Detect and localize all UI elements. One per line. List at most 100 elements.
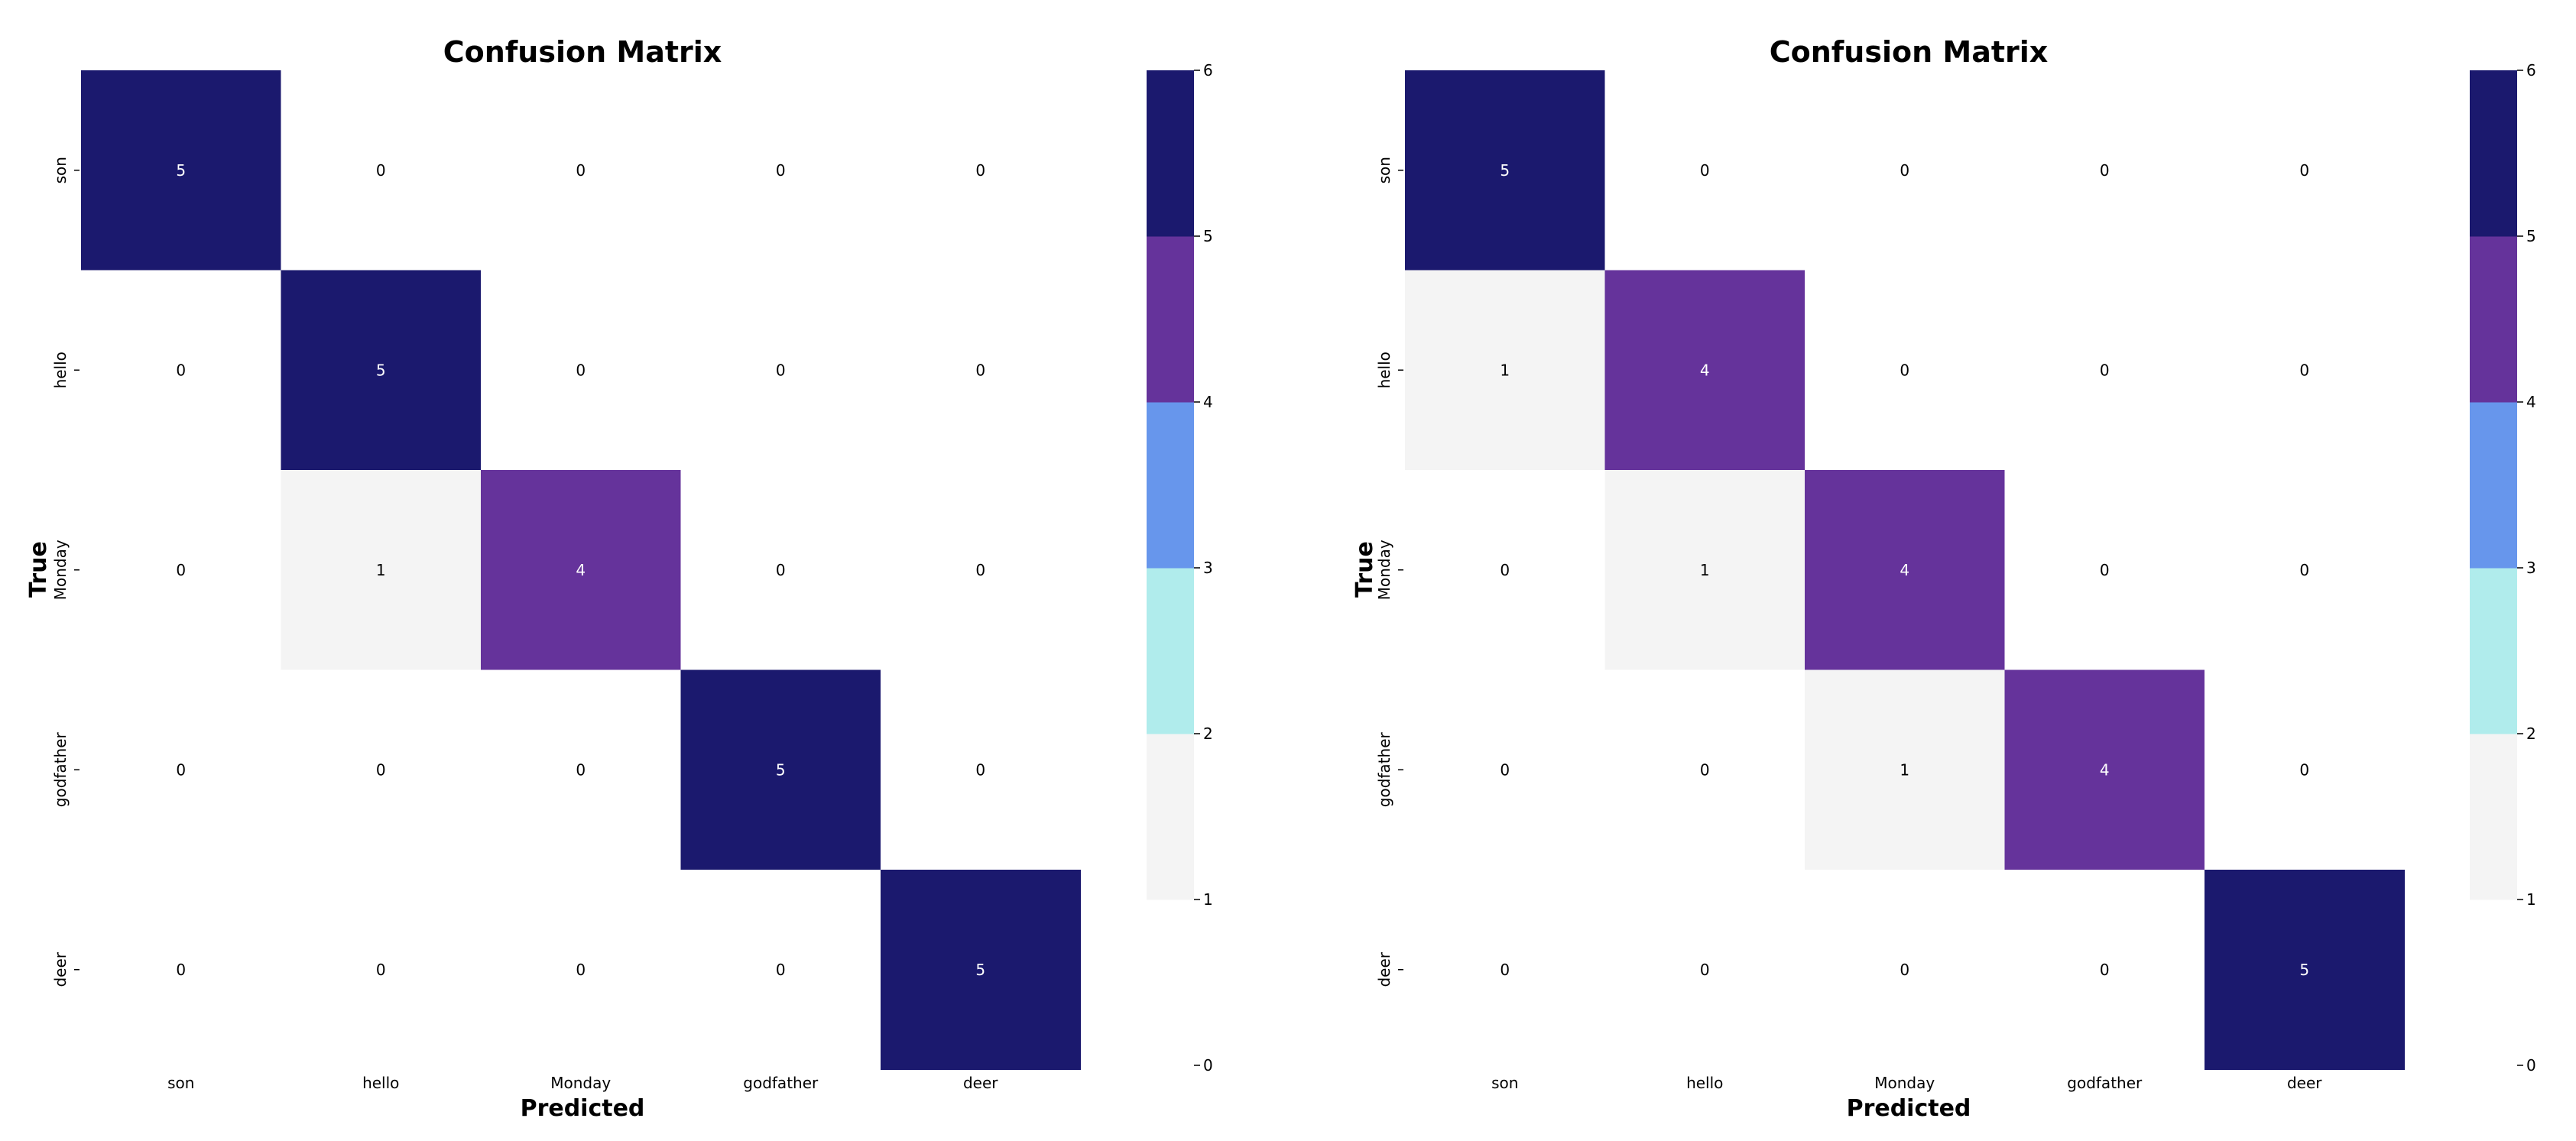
colorbar-band-5 bbox=[1147, 70, 1194, 237]
heatmap-cell-r2-c0 bbox=[81, 470, 281, 670]
y-tick-label: godfather bbox=[51, 731, 70, 807]
colorbar-band-3 bbox=[2470, 402, 2517, 569]
colorbar-tick-label: 0 bbox=[2526, 1056, 2536, 1075]
y-tick-label: Monday bbox=[51, 540, 70, 600]
cell-value-r4-c1: 0 bbox=[1700, 961, 1710, 979]
heatmap-cell-r3-c1 bbox=[1604, 669, 1805, 870]
heatmap-cell-r1-c2 bbox=[1805, 270, 2005, 471]
cell-value-r3-c1: 0 bbox=[376, 760, 386, 779]
heatmap-cells bbox=[81, 70, 1081, 1070]
cell-value-r0-c3: 0 bbox=[2100, 161, 2110, 180]
colorbar-band-4 bbox=[2470, 236, 2517, 403]
heatmap-cell-r1-c0 bbox=[81, 270, 281, 471]
cell-value-r2-c0: 0 bbox=[1500, 561, 1510, 579]
heatmap-cell-r2-c0 bbox=[1405, 470, 1605, 670]
heatmap-cell-r2-c2 bbox=[1805, 470, 2005, 670]
cell-value-r0-c1: 0 bbox=[376, 161, 386, 180]
heatmap-cell-r1-c4 bbox=[881, 270, 1081, 471]
heatmap-cell-r0-c4 bbox=[2205, 70, 2405, 271]
y-tick-label: Monday bbox=[1375, 540, 1393, 600]
x-tick-label: son bbox=[167, 1074, 194, 1092]
heatmap-cell-r1-c1 bbox=[281, 270, 482, 471]
heatmap-cell-r0-c4 bbox=[881, 70, 1081, 271]
cell-value-r3-c2: 0 bbox=[576, 760, 586, 779]
heatmap-cell-r0-c3 bbox=[680, 70, 881, 271]
cell-value-r0-c2: 0 bbox=[576, 161, 586, 180]
x-tick-label: son bbox=[1491, 1074, 1518, 1092]
heatmap-cell-r0-c1 bbox=[281, 70, 482, 271]
y-tick-label: hello bbox=[51, 352, 70, 388]
colorbar-band-3 bbox=[1147, 402, 1194, 569]
x-tick-label: godfather bbox=[2067, 1074, 2143, 1092]
y-tick-label: son bbox=[51, 157, 70, 183]
cell-value-r1-c2: 0 bbox=[1900, 361, 1909, 379]
colorbar-tick-label: 3 bbox=[1203, 559, 1213, 577]
heatmap-cell-r2-c1 bbox=[1604, 470, 1805, 670]
colorbar-band-5 bbox=[2470, 70, 2517, 237]
y-axis-label: True bbox=[1351, 541, 1378, 598]
x-tick-labels: son hello Monday godfather deer bbox=[167, 1074, 998, 1092]
cell-value-r1-c3: 0 bbox=[2100, 361, 2110, 379]
cell-value-r2-c1: 1 bbox=[1700, 561, 1710, 579]
heatmap-cell-r3-c0 bbox=[81, 669, 281, 870]
cell-value-r1-c0: 1 bbox=[1500, 361, 1510, 379]
heatmap-cell-r3-c3 bbox=[680, 669, 881, 870]
cell-value-r1-c1: 4 bbox=[1700, 361, 1710, 379]
x-tick-label: hello bbox=[362, 1074, 399, 1092]
colorbar-tick-label: 3 bbox=[2526, 559, 2536, 577]
colorbar-band-4 bbox=[1147, 236, 1194, 403]
y-tick-labels: son hello Monday godfather deer bbox=[1375, 157, 1403, 987]
chart-panel-left: Confusion Matrix Predicted True 5 0 0 0 00 5 0… bbox=[25, 35, 1213, 1122]
colorbar-band-0 bbox=[2470, 900, 2517, 1066]
heatmap-cell-r1-c3 bbox=[680, 270, 881, 471]
y-tick-label: hello bbox=[1375, 352, 1393, 388]
heatmap-cell-r3-c2 bbox=[1805, 669, 2005, 870]
cell-value-r4-c2: 0 bbox=[1900, 961, 1909, 979]
y-tick-label: deer bbox=[51, 951, 70, 987]
x-tick-label: hello bbox=[1686, 1074, 1723, 1092]
cell-value-r0-c2: 0 bbox=[1900, 161, 1909, 180]
heatmap-cell-r4-c0 bbox=[81, 870, 281, 1070]
heatmap-cell-r3-c4 bbox=[2205, 669, 2405, 870]
x-axis-label: Predicted bbox=[521, 1095, 645, 1122]
colorbar-tick-label: 2 bbox=[1203, 724, 1213, 743]
heatmap-cell-labels: 5 0 0 0 0 0 5 0 0 0 0 1 4 0 0 0 0 0 5 0 0 0 0 0 5 bbox=[176, 161, 985, 979]
heatmap-cell-r4-c4 bbox=[881, 870, 1081, 1070]
heatmap-cell-r4-c1 bbox=[1604, 870, 1805, 1070]
heatmap-cell-r0-c2 bbox=[1805, 70, 2005, 271]
colorbar-tick-label: 0 bbox=[1203, 1056, 1213, 1075]
x-tick-label: godfather bbox=[743, 1074, 819, 1092]
colorbar: 0 1 2 3 4 5 6 bbox=[2470, 61, 2536, 1075]
heatmap-cell-labels: 5 0 0 0 0 1 4 0 0 0 0 1 4 0 0 0 0 1 4 0 0 0 0 0 5 bbox=[1500, 161, 2309, 979]
cell-value-r2-c3: 0 bbox=[2100, 561, 2110, 579]
heatmap-cell-r2-c3 bbox=[2004, 470, 2205, 670]
heatmap-cell-r4-c3 bbox=[680, 870, 881, 1070]
heatmap-cell-r3-c2 bbox=[481, 669, 681, 870]
cell-value-r3-c4: 0 bbox=[975, 760, 985, 779]
colorbar-tick-label: 1 bbox=[2526, 890, 2536, 909]
chart-title: Confusion Matrix bbox=[443, 35, 722, 69]
cell-value-r0-c0: 5 bbox=[1500, 161, 1510, 180]
y-tick-labels: son hello Monday godfather deer bbox=[51, 157, 79, 987]
cell-value-r0-c4: 0 bbox=[2299, 161, 2309, 180]
heatmap-cell-r4-c2 bbox=[1805, 870, 2005, 1070]
heatmap-cell-r2-c4 bbox=[881, 470, 1081, 670]
cell-value-r2-c4: 0 bbox=[975, 561, 985, 579]
cell-value-r3-c3: 4 bbox=[2100, 760, 2110, 779]
cell-value-r0-c4: 0 bbox=[975, 161, 985, 180]
cell-value-r1-c3: 0 bbox=[776, 361, 786, 379]
colorbar-tick-label: 2 bbox=[2526, 724, 2536, 743]
x-tick-label: Monday bbox=[1874, 1074, 1935, 1092]
cell-value-r4-c0: 0 bbox=[176, 961, 186, 979]
colorbar-band-1 bbox=[1147, 734, 1194, 900]
heatmap-cell-r3-c4 bbox=[881, 669, 1081, 870]
cell-value-r3-c0: 0 bbox=[176, 760, 186, 779]
cell-value-r4-c4: 5 bbox=[975, 961, 985, 979]
heatmap-cell-r1-c0 bbox=[1405, 270, 1605, 471]
colorbar-tick-label: 6 bbox=[1203, 61, 1213, 79]
x-axis-label: Predicted bbox=[1847, 1095, 1971, 1122]
y-axis-label: True bbox=[25, 541, 52, 598]
heatmap-cell-r3-c3 bbox=[2004, 669, 2205, 870]
heatmap-cell-r4-c4 bbox=[2205, 870, 2405, 1070]
